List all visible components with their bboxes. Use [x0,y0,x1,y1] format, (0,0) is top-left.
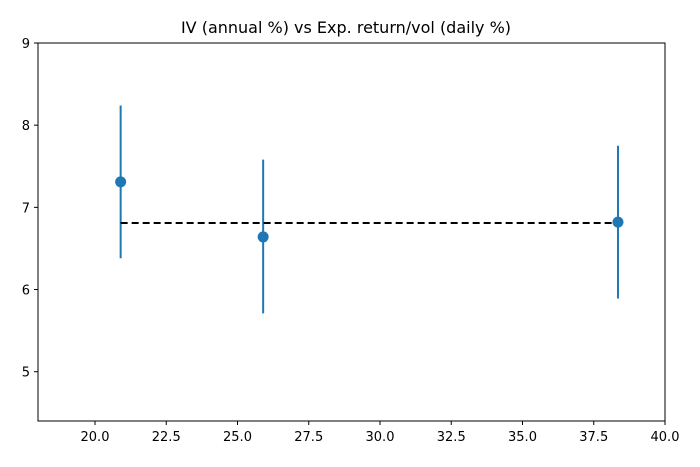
y-tick-label: 9 [22,37,30,52]
data-point [115,176,127,188]
y-tick-label: 7 [22,201,30,216]
x-tick-label: 40.0 [651,430,680,445]
data-point [612,216,624,228]
x-tick-label: 32.5 [437,430,466,445]
y-tick-label: 6 [22,284,30,299]
y-tick-label: 5 [22,366,30,381]
plot-frame [37,42,666,422]
x-axis: 20.0 22.5 25.0 27.5 30.0 32.5 35.0 37.5 40.0 [81,421,680,445]
x-tick-label: 20.0 [81,430,110,445]
y-axis: 5 6 7 8 9 [22,37,38,381]
x-tick-label: 27.5 [294,430,323,445]
chart-title: IV (annual %) vs Exp. return/vol (daily … [181,18,511,37]
y-tick-label: 8 [22,119,30,134]
x-tick-label: 22.5 [152,430,181,445]
x-tick-label: 35.0 [508,430,537,445]
x-tick-label: 25.0 [223,430,252,445]
x-tick-label: 37.5 [579,430,608,445]
data-point [257,231,269,243]
x-tick-label: 30.0 [366,430,395,445]
